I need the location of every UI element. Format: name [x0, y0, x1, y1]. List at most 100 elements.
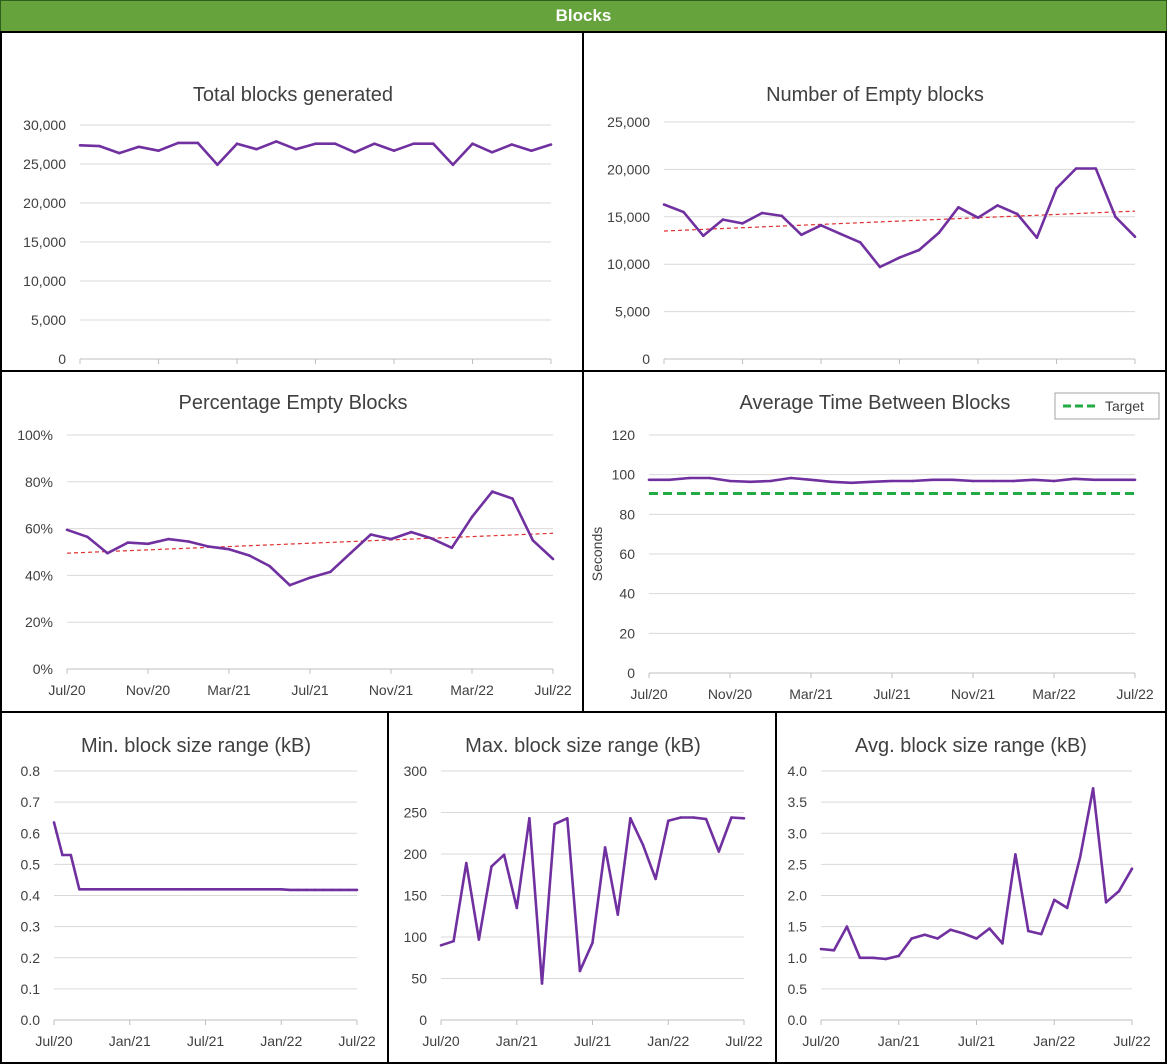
data-point: [157, 149, 160, 152]
data-point: [1078, 855, 1082, 859]
data-point: [603, 846, 607, 849]
y-tick-label: 60%: [25, 521, 53, 537]
y-tick-label: 0: [419, 1012, 427, 1028]
data-point: [450, 546, 454, 550]
y-tick-label: 300: [404, 763, 428, 779]
y-tick-label: 10,000: [23, 273, 66, 289]
y-tick-label: 4.0: [788, 763, 808, 779]
x-tick-label: Jul/22: [338, 1033, 376, 1049]
data-point: [988, 927, 991, 930]
data-point: [742, 817, 746, 820]
data-point: [330, 888, 334, 892]
y-tick-label: 200: [404, 846, 428, 862]
data-point: [229, 888, 233, 891]
data-point: [305, 888, 308, 892]
chart-title: Max. block size range (kB): [465, 735, 701, 757]
data-point: [410, 530, 413, 534]
chart-title: Avg. block size range (kB): [855, 735, 1087, 757]
data-point: [329, 570, 332, 574]
dashboard-title-banner: Blocks: [0, 0, 1167, 32]
x-tick-label: Nov/20: [126, 682, 171, 698]
data-point: [1014, 853, 1017, 856]
data-point: [760, 211, 764, 215]
y-tick-label: 25,000: [607, 114, 650, 130]
data-point: [884, 957, 888, 961]
data-point: [708, 476, 712, 480]
data-point: [1052, 479, 1056, 483]
data-point: [1027, 929, 1030, 933]
data-point: [280, 888, 283, 891]
data-point: [1104, 901, 1108, 904]
data-point: [976, 216, 980, 219]
data-point: [227, 547, 231, 551]
data-point: [730, 816, 733, 819]
data-point: [819, 947, 823, 951]
y-tick-label: 0.7: [21, 794, 41, 810]
data-point: [52, 821, 56, 824]
data-point: [591, 941, 594, 945]
data-point: [502, 853, 506, 857]
data-point: [470, 515, 474, 519]
y-tick-label: 0.5: [788, 981, 808, 997]
y-tick-label: 0.1: [21, 981, 41, 997]
chart-title: Min. block size range (kB): [81, 735, 311, 757]
data-point: [347, 888, 350, 892]
y-tick-label: 250: [404, 805, 428, 821]
series-line: [52, 822, 357, 892]
y-tick-label: 0.4: [21, 888, 41, 904]
data-point: [452, 939, 455, 943]
chart-title: Number of Empty blocks: [766, 84, 984, 106]
data-point: [61, 853, 64, 857]
data-point: [654, 877, 657, 881]
x-tick-label: Jul/20: [802, 1033, 840, 1049]
data-point: [530, 149, 533, 152]
x-tick-label: Jul/21: [873, 686, 911, 702]
y-tick-label: 0: [58, 351, 66, 367]
data-point: [167, 537, 170, 541]
data-point: [647, 478, 651, 482]
y-tick-label: 40%: [25, 567, 53, 583]
y-tick-label: 3.0: [788, 825, 808, 841]
data-point: [355, 888, 359, 892]
data-point: [314, 142, 317, 145]
y-tick-label: 100: [612, 467, 636, 483]
data-point: [248, 554, 251, 557]
data-point: [288, 583, 292, 587]
x-tick-label: Nov/21: [951, 686, 996, 702]
series-line: [440, 816, 745, 985]
x-tick-label: Jan/21: [496, 1033, 538, 1049]
series-line: [66, 490, 554, 587]
data-point: [271, 888, 275, 891]
data-point: [118, 151, 121, 155]
data-point: [237, 888, 241, 891]
data-point: [162, 888, 165, 891]
y-tick-label: 25,000: [23, 156, 66, 172]
data-point: [1055, 187, 1058, 190]
y-tick-label: 150: [404, 888, 428, 904]
data-point: [207, 545, 211, 548]
x-tick-label: Jul/21: [291, 682, 329, 698]
data-point: [246, 888, 249, 891]
chart-max-block-size: Max. block size range (kB) 0 50 100 150 200 25…: [404, 735, 763, 1049]
chart-min-block-size: Min. block size range (kB) 0.0 0.1 0.2 0.3 0.…: [21, 735, 376, 1049]
y-tick-label: 10,000: [607, 256, 650, 272]
data-point: [322, 888, 325, 892]
data-point: [187, 888, 190, 891]
data-point: [871, 956, 875, 960]
x-tick-label: Jul/21: [958, 1033, 996, 1049]
data-point: [216, 163, 219, 167]
chart-avg-block-size: Avg. block size range (kB) 0.0 0.5 1.0 1.5 2.…: [788, 735, 1151, 1049]
data-point: [294, 147, 298, 151]
panel-max-block-size: Max. block size range (kB) 0 50 100 150 200 25…: [387, 711, 777, 1064]
y-tick-label: 80: [619, 506, 635, 522]
data-point: [870, 480, 874, 484]
data-point: [204, 888, 207, 891]
data-point: [800, 233, 803, 237]
x-tick-label: Jul/22: [1116, 686, 1154, 702]
data-point: [477, 938, 481, 941]
data-point: [936, 937, 939, 940]
y-tick-label: 15,000: [23, 234, 66, 250]
y-tick-label: 0.2: [21, 950, 41, 966]
series-line: [663, 167, 1136, 269]
data-point: [1094, 167, 1098, 170]
